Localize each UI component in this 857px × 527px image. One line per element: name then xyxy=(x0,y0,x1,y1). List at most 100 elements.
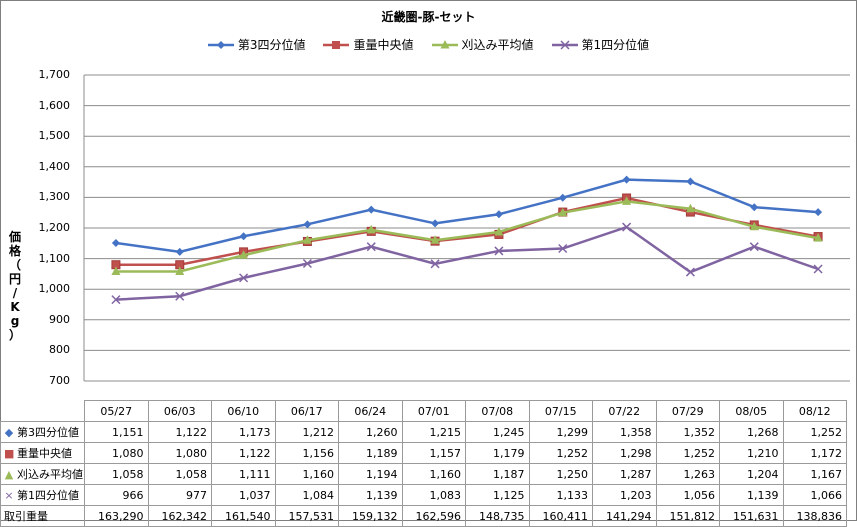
table-cell: 1,268 xyxy=(719,421,784,443)
data-point xyxy=(622,175,631,184)
y-tick-label: 1,700 xyxy=(38,68,71,81)
y-tick-label: 1,600 xyxy=(38,98,71,112)
table-cell: 1,156 xyxy=(274,442,339,464)
table-cell: 1,203 xyxy=(592,484,657,506)
table-cell: 977 xyxy=(147,484,212,506)
data-point xyxy=(558,243,568,254)
table-cell: 138,836 xyxy=(782,505,847,527)
data-point xyxy=(430,235,440,244)
data-point xyxy=(494,246,504,256)
data-point xyxy=(175,266,185,275)
series-key-icon: ◆ xyxy=(4,426,14,439)
data-point xyxy=(175,291,185,301)
x-tick-label: 07/15 xyxy=(528,400,593,422)
table-header-row: 05/27 06/03 06/10 06/17 06/24 07/01 07/08 07/15… xyxy=(0,400,847,422)
series-line xyxy=(115,225,819,301)
table-cell: 1,260 xyxy=(338,421,403,443)
data-point xyxy=(813,264,823,274)
x-tick-label: 08/05 xyxy=(719,400,784,422)
legend-swatch xyxy=(207,40,234,49)
y-tick-label: 1,000 xyxy=(38,282,71,296)
table-cell: 1,250 xyxy=(528,463,593,485)
table-cell: 151,812 xyxy=(655,505,720,527)
data-point xyxy=(558,207,568,217)
row-label: 第3四分位値 xyxy=(17,426,79,439)
x-tick-label: 07/22 xyxy=(592,400,657,422)
y-tick-label: 1,500 xyxy=(38,129,71,143)
data-point xyxy=(749,242,759,252)
table-cell: 1,167 xyxy=(782,463,847,485)
table-cell: 1,083 xyxy=(401,484,466,506)
legend-item: 刈込み平均値 xyxy=(431,36,534,53)
data-point xyxy=(175,247,184,256)
table-cell: 163,290 xyxy=(84,505,149,527)
table-cell: 1,179 xyxy=(465,442,530,464)
y-tick-label: 1,400 xyxy=(38,159,71,173)
table-cell: 1,133 xyxy=(528,484,593,506)
chart-title: 近畿圏-豚-セット xyxy=(381,10,476,24)
table-cell: 1,245 xyxy=(465,421,530,443)
table-cell: 1,139 xyxy=(338,484,403,506)
table-cell: 1,204 xyxy=(719,463,784,485)
legend-label: 刈込み平均値 xyxy=(461,38,534,52)
table-cell: 1,080 xyxy=(84,442,149,464)
table-cell: 966 xyxy=(84,484,149,506)
table-cell: 141,294 xyxy=(592,505,657,527)
table-row: ■ 重量中央値 1,080 1,080 1,122 1,156 1,189 1,157 1,17… xyxy=(0,442,847,464)
row-label: 取引重量 xyxy=(4,510,48,523)
x-tick-label: 08/12 xyxy=(782,400,847,422)
table-cell: 1,111 xyxy=(211,463,276,485)
table-cell: 1,066 xyxy=(782,484,847,506)
table-row: 取引重量 163,290 162,342 161,540 157,531 159,132 1… xyxy=(0,505,847,527)
table-cell: 1,212 xyxy=(274,421,339,443)
data-point xyxy=(494,226,504,236)
table-cell: 1,125 xyxy=(465,484,530,506)
y-tick-label: 1,100 xyxy=(38,251,71,265)
x-tick-label: 07/29 xyxy=(655,400,720,422)
table-cell: 1,139 xyxy=(719,484,784,506)
data-point xyxy=(111,295,121,305)
table-cell: 157,531 xyxy=(274,505,339,527)
legend-label: 重量中央値 xyxy=(353,38,414,52)
row-label: 重量中央値 xyxy=(17,447,72,460)
data-point xyxy=(111,238,120,247)
table-cell: 1,058 xyxy=(147,463,212,485)
legend-label: 第1四分位値 xyxy=(581,38,650,52)
data-point xyxy=(622,196,632,205)
y-tick-label: 1,200 xyxy=(38,221,71,234)
table-cell: 1,157 xyxy=(401,442,466,464)
table-cell: 151,631 xyxy=(719,505,784,527)
table-cell: 1,252 xyxy=(655,442,720,464)
table-cell: 1,189 xyxy=(338,442,403,464)
table-cell: 1,263 xyxy=(655,463,720,485)
data-point xyxy=(367,205,376,214)
data-point xyxy=(303,220,312,229)
legend-label: 第3四分位値 xyxy=(237,38,306,52)
data-point xyxy=(685,203,695,213)
data-point xyxy=(366,224,376,234)
data-point xyxy=(814,208,823,217)
table-cell: 1,172 xyxy=(782,442,847,464)
table-cell: 1,037 xyxy=(211,484,276,506)
table-cell: 161,540 xyxy=(211,505,276,527)
data-point xyxy=(622,222,632,232)
series-line xyxy=(115,200,819,273)
table-cell: 1,056 xyxy=(655,484,720,506)
data-point xyxy=(813,233,823,242)
table-cell: 1,122 xyxy=(211,442,276,464)
data-point xyxy=(686,177,695,186)
x-tick-label: 07/08 xyxy=(465,400,530,422)
table-cell: 1,194 xyxy=(338,463,403,485)
y-tick-label: 800 xyxy=(49,343,70,357)
series-key-icon: ■ xyxy=(4,447,15,460)
x-tick-label: 06/24 xyxy=(338,400,403,422)
chart-legend: 第3四分位値 重量中央値 刈込み平均値 第1四分位値 xyxy=(0,36,857,53)
data-point xyxy=(750,203,759,212)
table-cell: 159,132 xyxy=(338,505,403,527)
table-row: ◆ 第3四分位値 1,151 1,122 1,173 1,212 1,260 1,215 1,2… xyxy=(0,421,847,443)
table-cell: 1,215 xyxy=(401,421,466,443)
data-point xyxy=(430,259,440,269)
y-tick-label: 900 xyxy=(49,312,70,326)
data-point xyxy=(558,193,567,202)
